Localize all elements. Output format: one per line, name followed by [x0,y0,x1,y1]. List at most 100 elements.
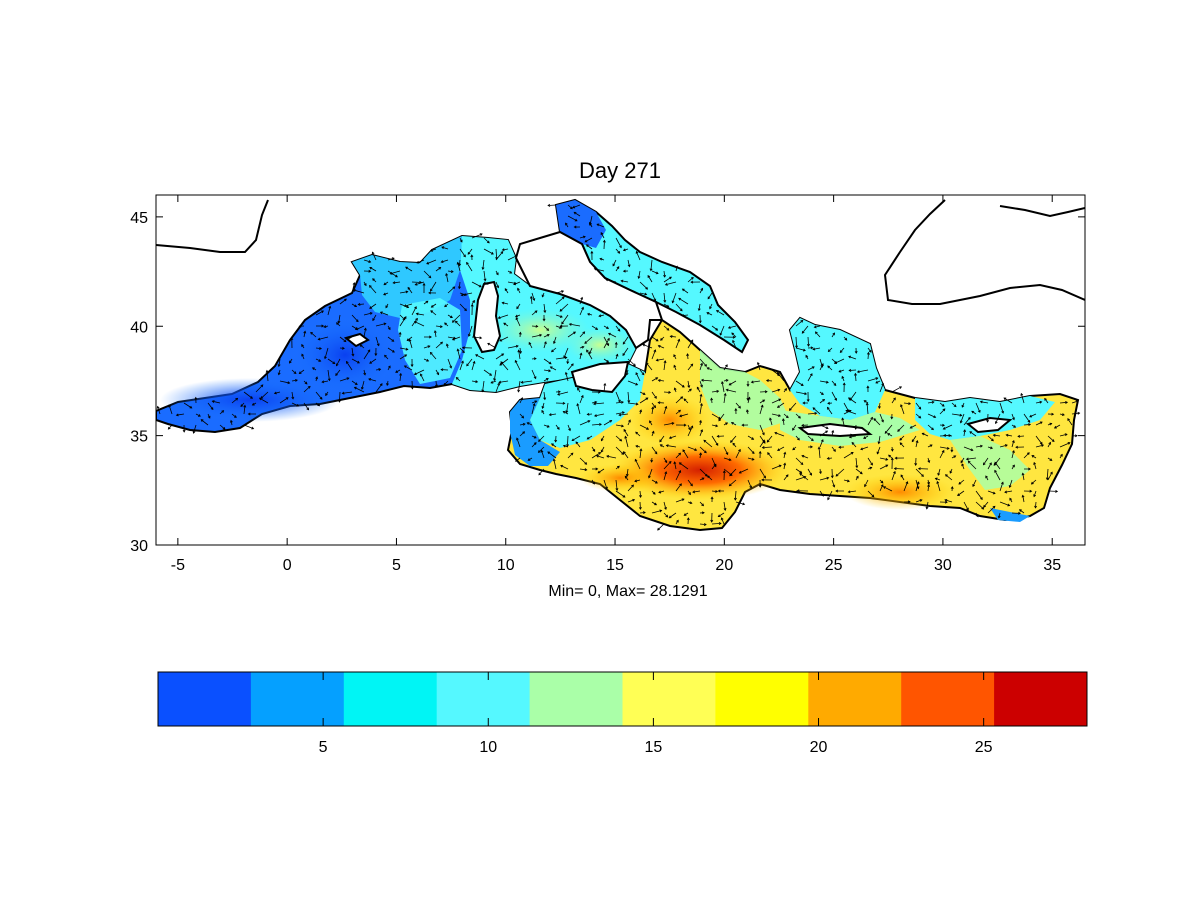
alboran-deep [160,378,340,422]
vector-arrowhead [559,324,563,328]
vector-arrowhead [825,380,829,384]
vector-arrowhead [1008,484,1012,488]
vector-arrow [840,347,845,353]
vector-arrow [819,430,828,437]
vector-arrow [663,457,668,463]
vector-arrow [711,398,713,404]
vector-arrowhead [600,438,604,442]
vector-arrow [459,361,464,371]
vector-arrowhead [368,269,372,273]
vector-arrowhead [324,356,327,360]
vector-arrow [878,402,881,409]
vector-arrowhead [542,318,546,322]
vector-arrowhead [368,260,372,263]
vector-arrowhead [1041,444,1045,447]
vector-arrow [274,391,281,394]
vector-arrow [353,289,365,294]
vector-arrowhead [210,407,214,411]
vector-arrow [567,435,569,447]
vector-arrow [212,400,221,404]
vector-arrowhead [863,436,866,439]
vector-arrow [339,391,341,403]
vector-arrowhead [547,451,551,455]
vector-arrow [815,331,821,338]
vector-arrow [621,280,629,283]
vector-arrowhead [690,363,694,367]
vector-arrowhead [709,306,712,310]
vector-arrow [795,336,798,348]
vector-arrowhead [804,392,808,396]
vector-arrowhead [659,439,663,443]
vector-arrowhead [367,349,371,353]
vector-arrowhead [653,405,657,409]
vector-arrow [851,442,857,448]
vector-arrow [409,339,413,349]
vector-arrowhead [621,411,625,415]
vector-arrow [663,270,666,278]
vector-arrow [807,373,813,382]
vector-arrow [513,281,521,285]
vector-arrowhead [386,383,389,387]
vector-arrow [626,369,629,376]
vector-arrowhead [572,205,576,209]
vector-arrow [729,380,737,386]
vector-arrowhead [175,413,179,417]
vector-arrow [675,498,685,503]
vector-arrowhead [586,412,590,416]
vector-arrow [393,281,401,284]
vector-arrow [795,391,807,395]
vector-arrowhead [799,472,803,476]
vector-arrowhead [681,498,685,502]
vector-arrow [827,365,833,371]
vector-arrowhead [291,396,295,400]
vector-arrowhead [848,368,852,372]
vector-arrow [321,380,329,383]
vector-arrowhead [921,432,925,436]
vector-arrow [375,336,380,346]
vector-arrowhead [526,422,530,425]
vector-arrowhead [585,244,589,248]
vector-arrowhead [835,473,839,477]
vector-arrowhead [660,337,663,341]
vector-arrow [867,377,878,382]
vector-arrow [687,446,697,451]
vector-arrow [867,490,875,498]
vector-arrowhead [430,304,434,308]
vector-arrow [731,332,737,338]
vector-arrowhead [728,483,732,487]
crimea-coast [999,205,1085,218]
vector-arrow [879,383,884,393]
vector-arrowhead [877,441,881,445]
vector-arrow [627,358,636,367]
vector-arrow [495,281,499,288]
vector-arrow [387,336,394,342]
vector-arrowhead [713,463,717,467]
vector-arrow [699,358,707,367]
colorbar-segment [622,672,716,726]
vector-arrowhead [318,359,322,362]
vector-arrow [579,307,584,316]
vector-arrowhead [986,419,990,423]
vector-arrowhead [573,211,577,215]
vector-arrow [703,439,713,448]
vector-arrow [603,420,612,426]
vector-arrow [515,457,521,462]
vector-arrow [642,344,653,349]
vector-arrow [567,424,571,431]
vector-arrowhead [464,293,467,296]
vector-arrowhead [456,261,460,265]
vector-arrowhead [914,463,918,466]
vector-arrow [498,380,509,383]
vector-arrow [723,457,732,461]
vector-arrow [1031,455,1037,459]
vector-arrow [459,248,466,257]
vector-arrowhead [415,317,418,321]
vector-arrowhead [992,491,996,495]
vector-arrowhead [614,341,618,345]
plot-title: Day 271 [579,158,661,183]
vector-arrow [975,445,983,448]
vector-arrowhead [429,248,433,252]
vector-arrow [591,423,602,426]
vector-arrowhead [389,271,393,275]
vector-arrowhead [1064,433,1068,437]
